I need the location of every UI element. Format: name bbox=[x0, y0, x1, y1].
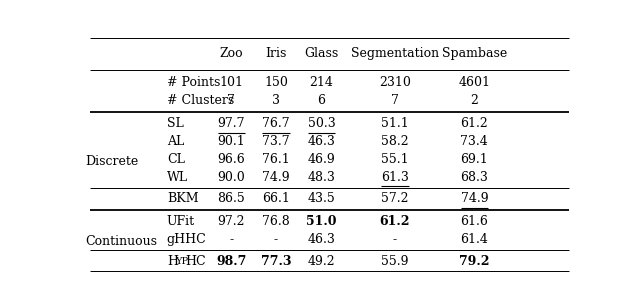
Text: 90.0: 90.0 bbox=[218, 171, 245, 184]
Text: 55.1: 55.1 bbox=[381, 153, 409, 166]
Text: 61.3: 61.3 bbox=[381, 171, 409, 184]
Text: Discrete: Discrete bbox=[85, 155, 138, 168]
Text: 150: 150 bbox=[264, 76, 288, 89]
Text: -: - bbox=[229, 233, 234, 246]
Text: SL: SL bbox=[167, 117, 184, 130]
Text: 73.4: 73.4 bbox=[460, 135, 488, 148]
Text: 76.7: 76.7 bbox=[262, 117, 290, 130]
Text: 73.7: 73.7 bbox=[262, 135, 290, 148]
Text: 51.0: 51.0 bbox=[307, 215, 337, 228]
Text: 97.7: 97.7 bbox=[218, 117, 245, 130]
Text: -: - bbox=[274, 233, 278, 246]
Text: 61.4: 61.4 bbox=[460, 233, 488, 246]
Text: Iris: Iris bbox=[265, 47, 287, 60]
Text: 90.1: 90.1 bbox=[218, 135, 245, 148]
Text: 51.1: 51.1 bbox=[381, 117, 409, 130]
Text: # Clusters: # Clusters bbox=[167, 94, 234, 107]
Text: 57.2: 57.2 bbox=[381, 192, 409, 205]
Text: 3: 3 bbox=[272, 94, 280, 107]
Text: Segmentation: Segmentation bbox=[351, 47, 439, 60]
Text: 61.2: 61.2 bbox=[380, 215, 410, 228]
Text: 76.1: 76.1 bbox=[262, 153, 290, 166]
Text: 76.8: 76.8 bbox=[262, 215, 290, 228]
Text: 4601: 4601 bbox=[458, 76, 490, 89]
Text: Continuous: Continuous bbox=[85, 235, 157, 248]
Text: AL: AL bbox=[167, 135, 184, 148]
Text: Zoo: Zoo bbox=[220, 47, 243, 60]
Text: 2: 2 bbox=[470, 94, 478, 107]
Text: 61.2: 61.2 bbox=[460, 117, 488, 130]
Text: 77.3: 77.3 bbox=[260, 255, 291, 268]
Text: 68.3: 68.3 bbox=[460, 171, 488, 184]
Text: 55.9: 55.9 bbox=[381, 255, 409, 268]
Text: -: - bbox=[393, 233, 397, 246]
Text: 7: 7 bbox=[227, 94, 236, 107]
Text: 6: 6 bbox=[317, 94, 326, 107]
Text: UFit: UFit bbox=[167, 215, 195, 228]
Text: 7: 7 bbox=[391, 94, 399, 107]
Text: H: H bbox=[167, 255, 178, 268]
Text: 46.9: 46.9 bbox=[308, 153, 335, 166]
Text: 50.3: 50.3 bbox=[308, 117, 335, 130]
Text: 97.2: 97.2 bbox=[218, 215, 245, 228]
Text: HC: HC bbox=[186, 255, 206, 268]
Text: 79.2: 79.2 bbox=[459, 255, 490, 268]
Text: # Points: # Points bbox=[167, 76, 220, 89]
Text: 46.3: 46.3 bbox=[308, 233, 335, 246]
Text: 101: 101 bbox=[220, 76, 243, 89]
Text: 61.6: 61.6 bbox=[460, 215, 488, 228]
Text: gHHC: gHHC bbox=[167, 233, 207, 246]
Text: 69.1: 69.1 bbox=[460, 153, 488, 166]
Text: 43.5: 43.5 bbox=[308, 192, 335, 205]
Text: 58.2: 58.2 bbox=[381, 135, 409, 148]
Text: 2310: 2310 bbox=[379, 76, 411, 89]
Text: CL: CL bbox=[167, 153, 185, 166]
Text: 98.7: 98.7 bbox=[216, 255, 246, 268]
Text: WL: WL bbox=[167, 171, 188, 184]
Text: YP: YP bbox=[175, 257, 188, 266]
Text: 49.2: 49.2 bbox=[308, 255, 335, 268]
Text: 46.3: 46.3 bbox=[308, 135, 335, 148]
Text: Glass: Glass bbox=[305, 47, 339, 60]
Text: 96.6: 96.6 bbox=[218, 153, 245, 166]
Text: Spambase: Spambase bbox=[442, 47, 507, 60]
Text: BKM: BKM bbox=[167, 192, 198, 205]
Text: 74.9: 74.9 bbox=[262, 171, 290, 184]
Text: 74.9: 74.9 bbox=[461, 192, 488, 205]
Text: 86.5: 86.5 bbox=[218, 192, 245, 205]
Text: 48.3: 48.3 bbox=[308, 171, 335, 184]
Text: 214: 214 bbox=[310, 76, 333, 89]
Text: 66.1: 66.1 bbox=[262, 192, 290, 205]
